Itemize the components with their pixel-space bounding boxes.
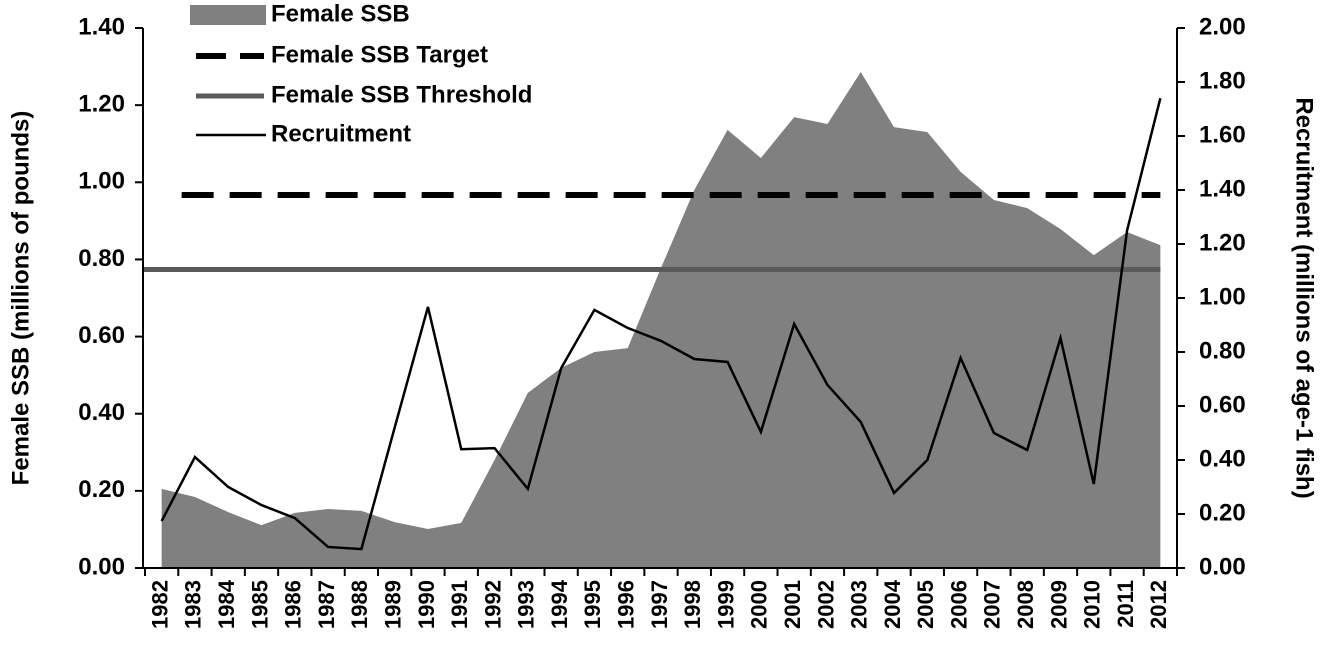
y2-tick-label: 0.60 xyxy=(1199,391,1246,418)
y2-tick-label: 0.00 xyxy=(1199,553,1246,580)
y-tick-label: 1.00 xyxy=(78,168,125,195)
x-tick-label: 2012 xyxy=(1146,580,1171,629)
y-tick-label: 1.20 xyxy=(78,90,125,117)
y2-tick-label: 2.00 xyxy=(1199,13,1246,40)
x-tick-label: 1987 xyxy=(314,580,339,629)
x-tick-label: 1990 xyxy=(414,580,439,629)
x-tick-label: 2009 xyxy=(1046,580,1071,629)
x-tick-label: 1997 xyxy=(647,580,672,629)
legend-label: Recruitment xyxy=(271,120,411,147)
legend-label: Female SSB Threshold xyxy=(271,81,532,108)
x-tick-label: 2007 xyxy=(980,580,1005,629)
x-tick-label: 1985 xyxy=(247,580,272,629)
y-tick-label: 0.60 xyxy=(78,322,125,349)
y2-tick-label: 1.20 xyxy=(1199,229,1246,256)
x-tick-label: 2003 xyxy=(847,580,872,629)
y-tick-label: 0.80 xyxy=(78,245,125,272)
x-tick-label: 1989 xyxy=(380,580,405,629)
y2-tick-label: 1.00 xyxy=(1199,283,1246,310)
x-tick-label: 2010 xyxy=(1080,580,1105,629)
x-tick-label: 1991 xyxy=(447,580,472,629)
x-tick-label: 1983 xyxy=(181,580,206,629)
y2-tick-label: 1.40 xyxy=(1199,175,1246,202)
y-tick-label: 0.00 xyxy=(78,553,125,580)
y2-axis-label: Recruitment (millions of age-1 fish) xyxy=(1291,97,1318,498)
x-tick-label: 2000 xyxy=(747,580,772,629)
x-tick-label: 1996 xyxy=(614,580,639,629)
legend-swatch xyxy=(190,5,266,25)
y2-tick-label: 0.20 xyxy=(1199,499,1246,526)
x-tick-label: 1993 xyxy=(514,580,539,629)
legend-label: Female SSB xyxy=(271,0,410,27)
y2-tick-label: 0.40 xyxy=(1199,445,1246,472)
x-tick-label: 1982 xyxy=(147,580,172,629)
x-tick-label: 2005 xyxy=(913,580,938,629)
y-tick-label: 0.20 xyxy=(78,476,125,503)
x-tick-label: 1986 xyxy=(281,580,306,629)
x-tick-label: 2002 xyxy=(813,580,838,629)
x-tick-label: 1984 xyxy=(214,579,239,629)
y-tick-label: 0.40 xyxy=(78,399,125,426)
x-tick-label: 1992 xyxy=(480,580,505,629)
legend-label: Female SSB Target xyxy=(271,41,488,68)
recruitment-line xyxy=(160,97,1162,551)
x-tick-label: 1995 xyxy=(580,580,605,629)
x-tick-label: 1988 xyxy=(347,580,372,629)
y2-tick-label: 1.60 xyxy=(1199,121,1246,148)
x-tick-label: 2001 xyxy=(780,580,805,629)
x-tick-label: 2008 xyxy=(1013,580,1038,629)
y2-tick-label: 0.80 xyxy=(1199,337,1246,364)
x-tick-label: 2004 xyxy=(880,579,905,629)
y2-tick-label: 1.80 xyxy=(1199,67,1246,94)
x-tick-label: 1998 xyxy=(680,580,705,629)
y-tick-label: 1.40 xyxy=(78,13,125,40)
x-tick-label: 2011 xyxy=(1113,580,1138,628)
y-axis-label: Female SSB (millions of pounds) xyxy=(7,111,34,486)
x-tick-label: 1999 xyxy=(713,580,738,629)
x-tick-label: 1994 xyxy=(547,579,572,629)
x-tick-label: 2006 xyxy=(946,580,971,629)
